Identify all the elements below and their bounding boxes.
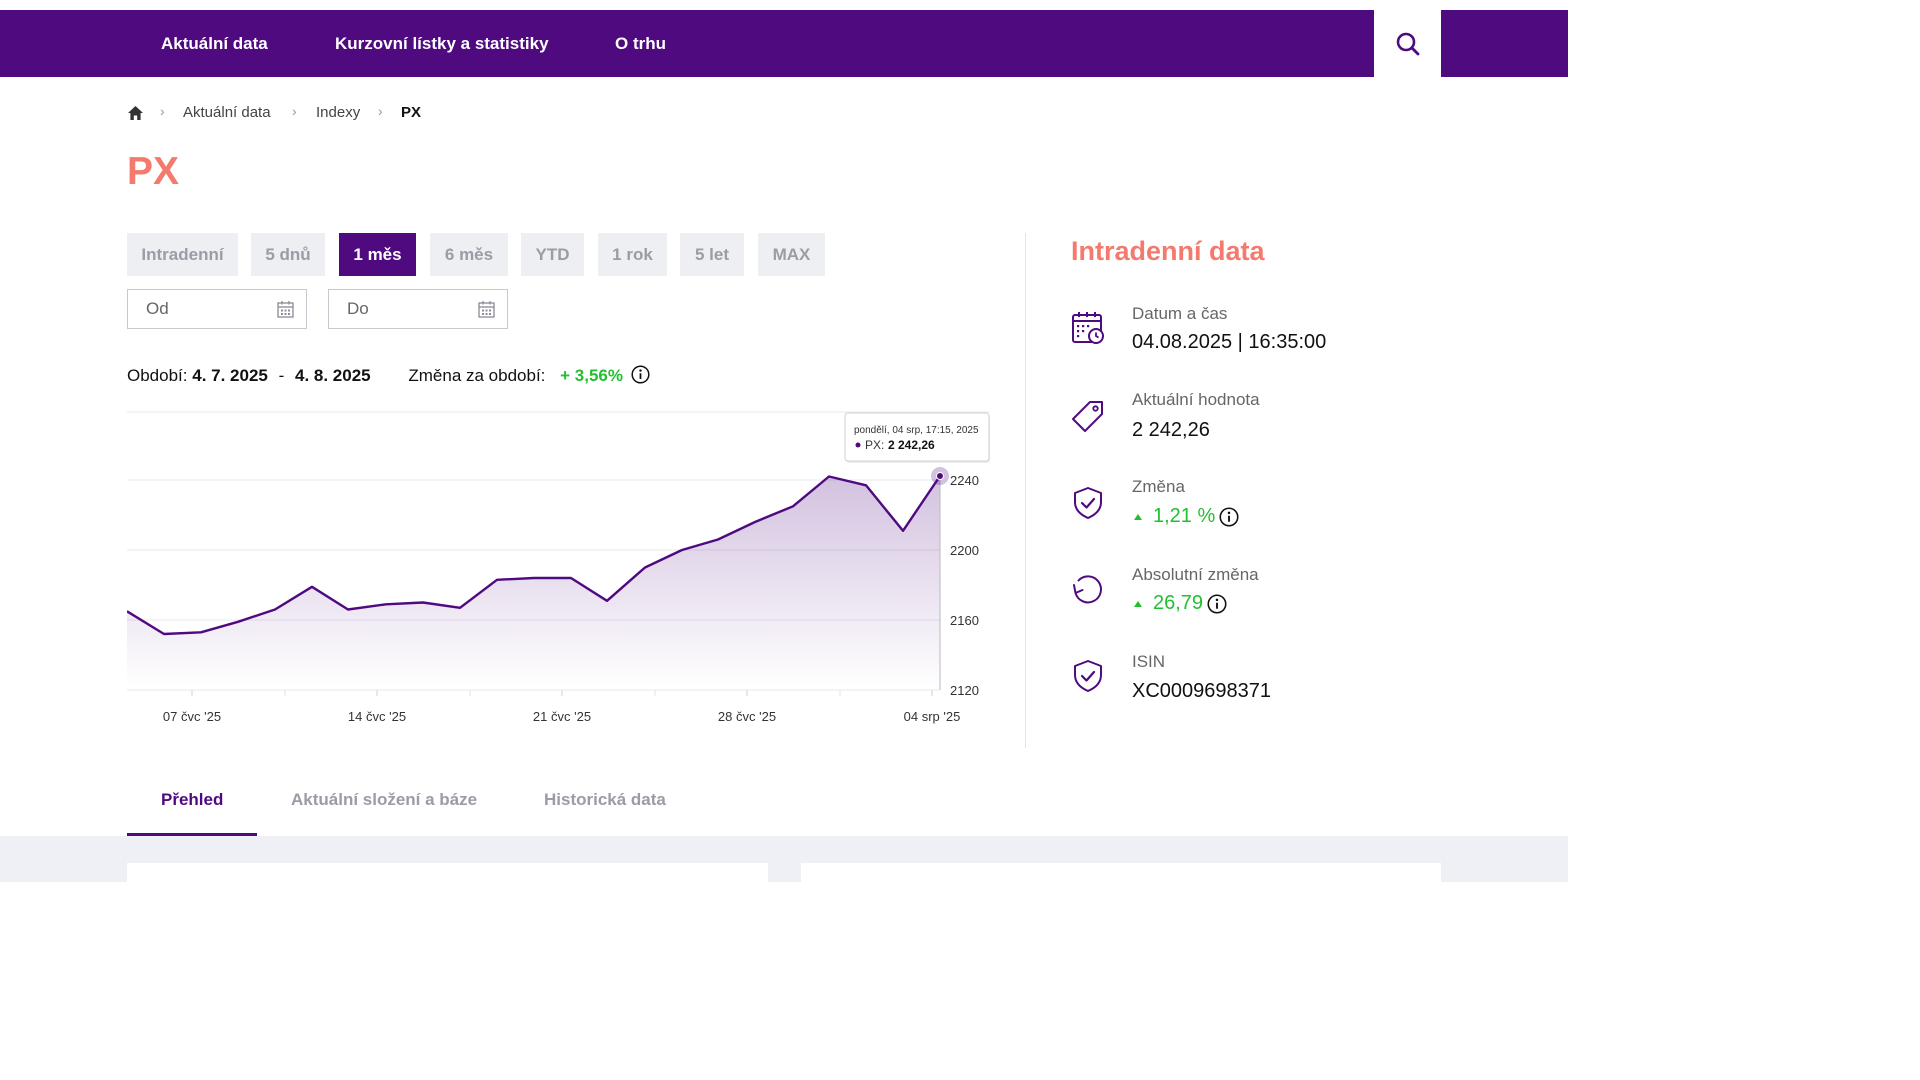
change-value: 1,21 % [1153,505,1216,527]
period-change-value: + 3,56% [560,366,623,385]
triangle-up-icon [1134,513,1142,520]
tab-prehled[interactable]: Přehled [161,790,224,809]
period-button-intraday[interactable]: Intradenní [127,233,238,276]
period-to: 4. 8. 2025 [295,366,371,385]
x-tick-label: 21 čvc '25 [533,709,591,724]
breadcrumb-separator-icon: › [378,103,383,119]
refresh-icon [1073,575,1102,604]
tooltip-header: pondělí, 04 srp, 17:15, 2025 [854,425,979,436]
y-tick-label: 2200 [950,543,979,558]
tooltip-value: 2 242,26 [888,438,935,452]
breadcrumb-item-indexy[interactable]: Indexy [316,104,361,121]
current-value-label: Aktuální hodnota [1132,390,1260,409]
datetime-value: 04.08.2025 | 16:35:00 [1132,331,1327,353]
date-from-field [127,289,307,329]
period-label: Období: [127,366,188,385]
datetime-label: Datum a čas [1132,304,1228,323]
period-info: Období: 4. 7. 2025 - 4. 8. 2025 Změna za… [127,365,650,386]
period-button-5-days[interactable]: 5 dnů [251,233,325,276]
shield-check-icon [1074,487,1102,519]
price-chart[interactable]: 2120 2160 2200 2240 07 čvc '25 14 čvc '25 21 č… [127,410,1007,740]
period-change-label: Změna za období: [408,366,546,385]
tooltip-series-dot [855,442,861,448]
period-button-1-month[interactable]: 1 měs [339,233,416,276]
date-to-input[interactable] [329,290,469,328]
absolute-change-value: 26,79 [1153,592,1204,614]
tab-historicka-data[interactable]: Historická data [544,790,666,809]
period-button-max[interactable]: MAX [758,233,825,276]
change-label: Změna [1132,477,1185,496]
period-separator: - [278,366,285,385]
x-tick-label: 04 srp '25 [904,709,961,724]
breadcrumb-item-aktualni-data[interactable]: Aktuální data [183,104,271,121]
page-title: PX [127,150,180,193]
breadcrumb-separator-icon: › [292,103,297,119]
home-icon[interactable] [127,105,144,121]
shield-check-icon [1074,660,1102,692]
absolute-change-label: Absolutní změna [1132,565,1259,584]
period-from: 4. 7. 2025 [192,366,268,385]
date-to-field [328,289,508,329]
period-button-6-months[interactable]: 6 měs [430,233,508,276]
info-icon[interactable] [631,365,650,384]
absolute-change-row: 26,79 [1132,592,1227,615]
nav-item-aktualni-data[interactable]: Aktuální data [161,34,268,53]
info-icon[interactable] [1219,506,1239,527]
tooltip-box [844,412,990,462]
breadcrumb-item-current: PX [401,104,422,121]
x-tick-label: 28 čvc '25 [718,709,776,724]
y-tick-label: 2120 [950,683,979,698]
series-line [127,475,941,636]
x-tick-label: 07 čvc '25 [163,709,221,724]
chart-tooltip: pondělí, 04 srp, 17:15, 2025 PX: 2 242,26 [844,412,990,463]
info-icon[interactable] [1207,593,1227,614]
isin-label: ISIN [1132,652,1166,671]
nav-item-kurzovni-listky[interactable]: Kurzovní lístky a statistiky [335,34,549,53]
x-tick-label: 14 čvc '25 [348,709,406,724]
intraday-title: Intradenní data [1071,236,1265,266]
series-area [127,476,940,690]
chart-axes: 2120 2160 2200 2240 07 čvc '25 14 čvc '25 21 č… [163,473,979,724]
isin-value: XC0009698371 [1132,680,1272,702]
period-button-ytd[interactable]: YTD [521,233,584,276]
overview-card-right [801,863,1441,882]
y-tick-label: 2160 [950,613,979,628]
current-value: 2 242,26 [1132,419,1210,441]
chart-series-px [127,467,949,690]
tag-icon [1072,401,1103,432]
data-point [936,472,944,481]
period-button-1-year[interactable]: 1 rok [598,233,667,276]
breadcrumb-separator-icon: › [160,103,165,119]
top-navigation: Aktuální data Kurzovní lístky a statisti… [0,10,1568,77]
calendar-icon[interactable] [478,300,495,318]
period-button-5-years[interactable]: 5 let [680,233,744,276]
tooltip-series-label: PX: [865,438,884,452]
calendar-icon[interactable] [277,300,294,318]
change-row: 1,21 % [1132,505,1239,528]
search-icon [1396,32,1419,55]
triangle-up-icon [1134,600,1142,607]
y-tick-label: 2240 [950,473,979,488]
calendar-clock-icon [1072,312,1104,344]
search-button[interactable] [1374,10,1441,77]
tab-active-indicator [127,833,257,836]
tab-aktualni-slozeni[interactable]: Aktuální složení a báze [291,790,478,809]
column-divider [1025,233,1026,748]
overview-card-left [127,863,768,882]
nav-item-o-trhu[interactable]: O trhu [615,34,666,53]
date-from-input[interactable] [128,290,268,328]
